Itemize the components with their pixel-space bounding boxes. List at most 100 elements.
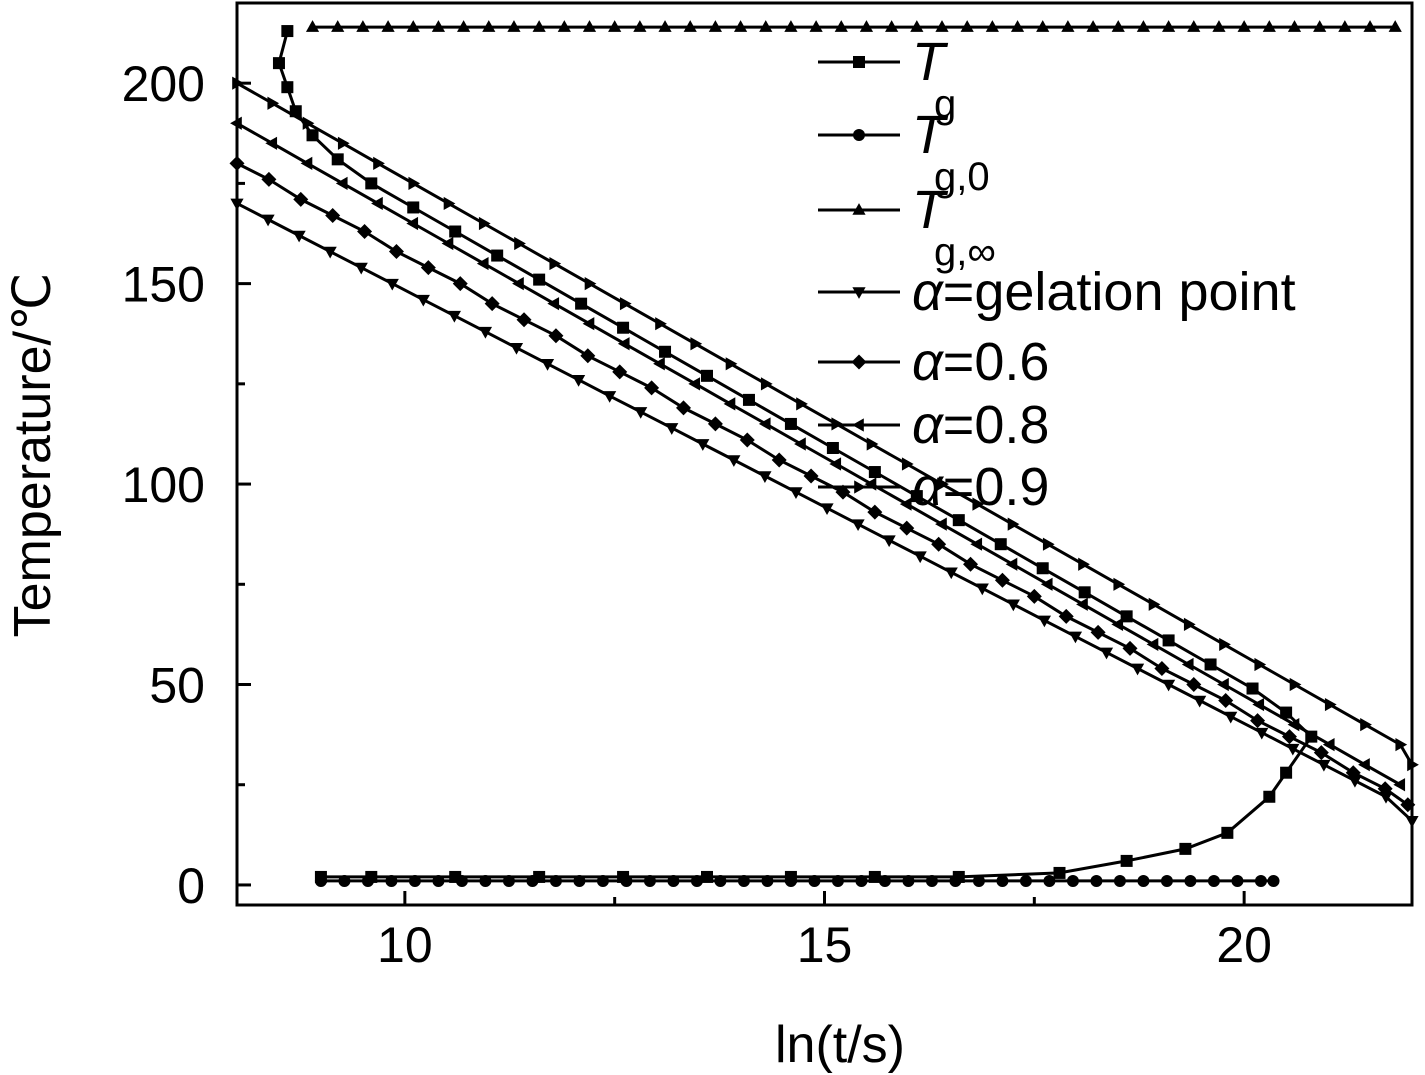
data-point: [357, 224, 373, 240]
series-layer: [229, 20, 1419, 887]
legend-item-0-9: α=0.9: [818, 457, 1049, 517]
data-point: [479, 874, 492, 887]
x-tick-label: 10: [377, 917, 433, 973]
data-point: [325, 207, 341, 223]
data-point: [820, 503, 834, 516]
data-point: [449, 225, 462, 238]
data-point: [1111, 617, 1124, 631]
data-point: [596, 874, 609, 887]
data-point: [1078, 586, 1091, 599]
legend-item-0-8: α=0.8: [818, 395, 1049, 455]
data-point: [829, 457, 842, 471]
series-line: [236, 121, 1402, 787]
data-point: [737, 874, 750, 887]
data-point: [683, 20, 697, 32]
data-point: [1099, 647, 1114, 660]
data-point: [549, 256, 562, 271]
data-point: [1146, 637, 1159, 652]
data-point: [441, 236, 454, 251]
data-point: [512, 277, 524, 291]
series-line: [236, 162, 1409, 807]
data-point: [855, 874, 868, 887]
data-point: [1058, 608, 1074, 624]
data-point: [476, 256, 489, 271]
legend-label: T: [912, 105, 949, 165]
data-point: [1026, 588, 1042, 604]
data-point: [1148, 597, 1161, 611]
data-point: [1160, 874, 1173, 887]
data-point: [809, 20, 823, 32]
data-point: [658, 20, 672, 32]
data-point: [582, 20, 597, 32]
data-point: [1254, 874, 1267, 887]
legend-item-tg: Tg: [818, 32, 956, 126]
data-point: [416, 294, 430, 307]
data-point: [867, 504, 883, 520]
data-point: [1042, 537, 1055, 551]
legend-marker: [852, 203, 866, 215]
legend-label: α=0.8: [912, 395, 1049, 455]
data-point: [1217, 677, 1229, 692]
data-point: [913, 551, 927, 564]
data-point: [455, 874, 468, 887]
legend-label: T: [912, 180, 949, 240]
data-point: [1040, 577, 1053, 591]
data-point: [944, 567, 958, 580]
data-point: [509, 342, 524, 355]
data-point: [1287, 718, 1300, 732]
data-point: [548, 328, 564, 344]
data-point: [1162, 20, 1176, 32]
y-tick-label: 50: [149, 658, 205, 714]
data-point: [899, 497, 912, 511]
data-point: [457, 20, 471, 32]
data-point: [306, 129, 319, 142]
data-point: [633, 20, 647, 32]
data-point: [644, 380, 660, 396]
data-point: [708, 20, 722, 32]
data-point: [1377, 781, 1393, 797]
data-point: [502, 874, 515, 887]
legend-marker: [853, 56, 865, 68]
data-point: [1181, 657, 1194, 672]
data-point: [532, 20, 546, 32]
legend-label: α=0.9: [912, 457, 1049, 517]
data-point: [970, 537, 983, 551]
data-point: [323, 246, 337, 259]
data-point: [794, 437, 806, 451]
legend-label-subscript: g: [934, 82, 956, 126]
data-point: [1379, 791, 1393, 804]
data-point: [1076, 597, 1088, 611]
data-point: [952, 514, 965, 527]
data-point: [882, 535, 896, 548]
data-point: [868, 466, 881, 479]
data-point: [1322, 738, 1335, 752]
data-point: [1187, 20, 1201, 32]
data-point: [1224, 711, 1238, 724]
data-point: [901, 457, 914, 471]
data-point: [1237, 20, 1251, 32]
data-point: [808, 874, 821, 887]
data-point: [281, 25, 294, 38]
data-point: [533, 273, 546, 286]
data-point: [261, 214, 275, 227]
data-point: [1090, 624, 1106, 640]
data-point: [771, 452, 787, 468]
data-point: [1388, 20, 1402, 32]
data-point: [910, 490, 923, 503]
legend-label-subscript: g,0: [934, 155, 990, 199]
data-point: [452, 276, 468, 292]
data-point: [665, 423, 679, 435]
data-point: [707, 416, 723, 432]
data-point: [727, 455, 741, 467]
data-point: [272, 57, 285, 70]
data-point: [1262, 20, 1276, 32]
data-point: [540, 359, 555, 371]
data-point: [1078, 557, 1090, 571]
data-point: [432, 874, 445, 887]
data-point: [491, 249, 504, 262]
data-point: [584, 277, 597, 291]
data-point: [261, 171, 277, 187]
legend-marker: [852, 418, 864, 432]
